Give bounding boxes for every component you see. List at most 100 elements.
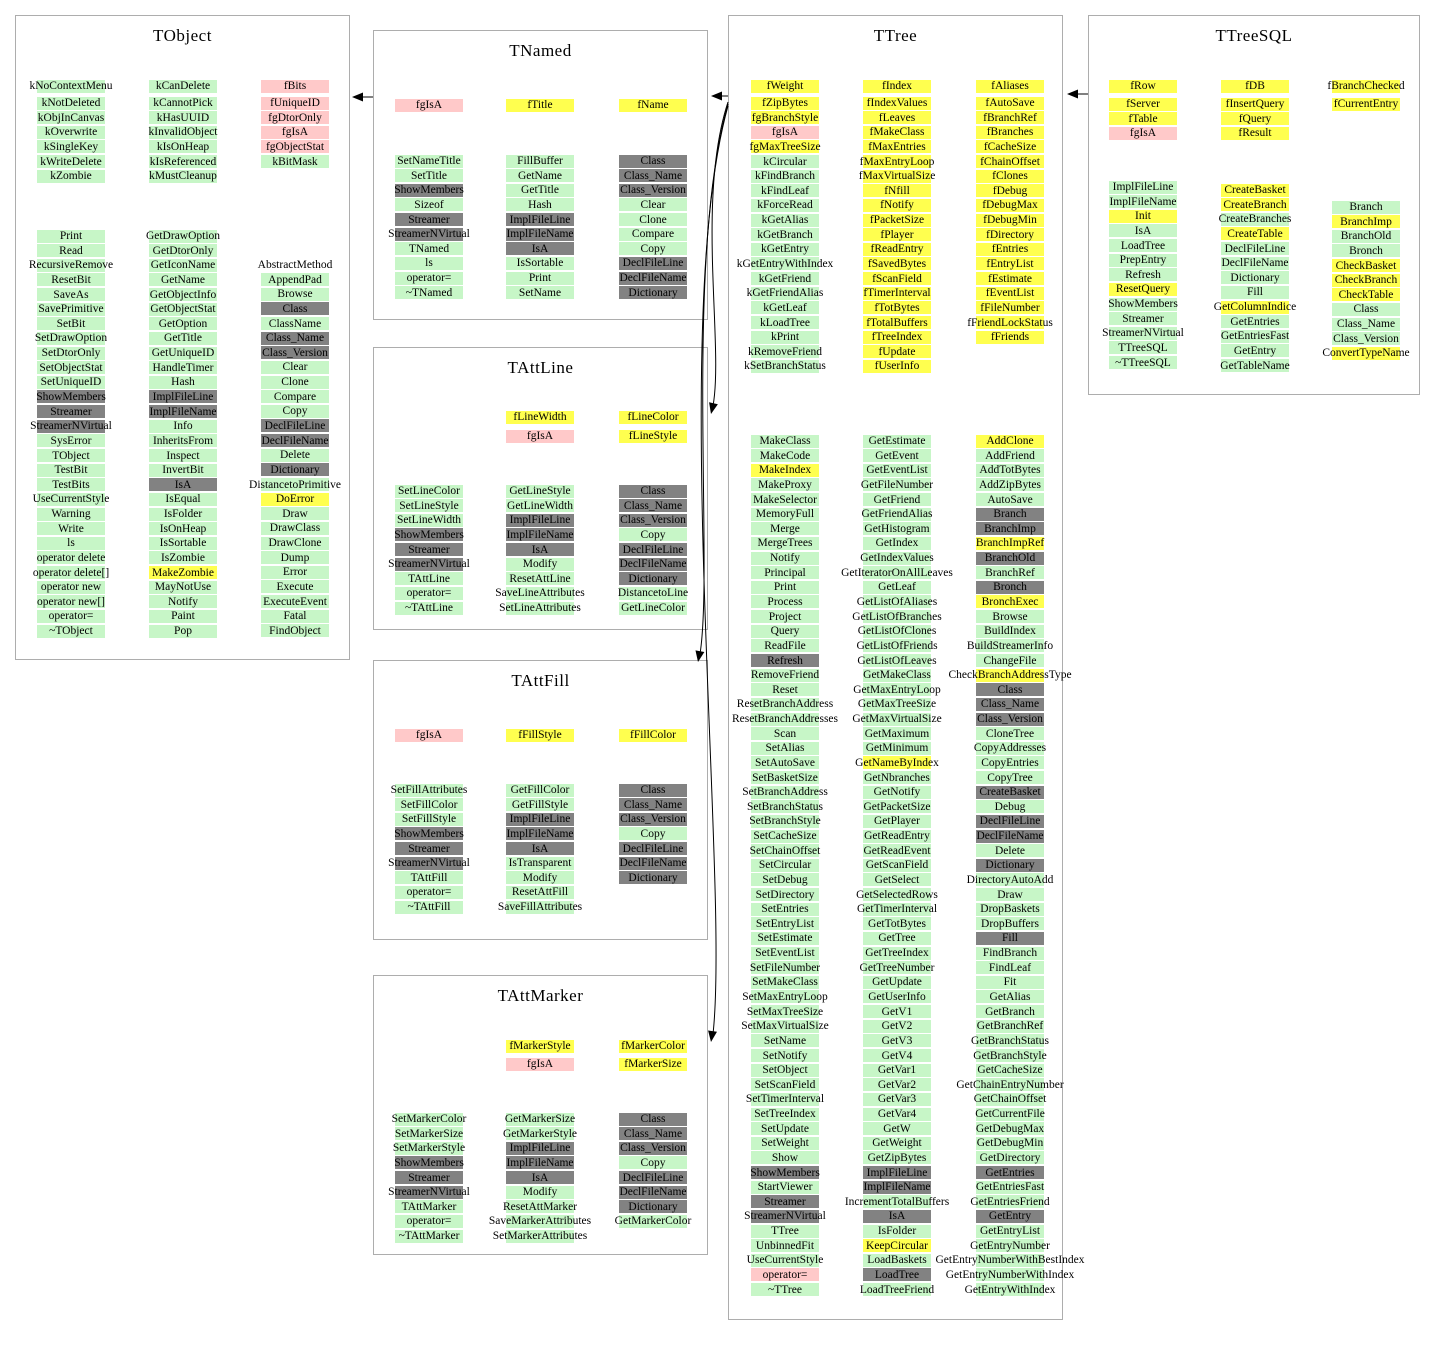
method-item[interactable]: CheckBranch bbox=[1332, 273, 1400, 287]
method-item[interactable]: StreamerNVirtual bbox=[744, 1209, 826, 1223]
member-item[interactable]: kSingleKey bbox=[37, 140, 105, 154]
method-item[interactable]: LoadTreeFriend bbox=[859, 1283, 935, 1296]
member-item[interactable]: fTitle bbox=[506, 98, 574, 112]
method-item[interactable]: operator delete bbox=[36, 551, 106, 565]
method-item[interactable]: MergeTrees bbox=[751, 536, 819, 550]
method-item[interactable]: GetNotify bbox=[863, 785, 931, 799]
member-item[interactable]: fScanField bbox=[863, 272, 931, 286]
method-item[interactable]: operator delete[] bbox=[32, 566, 110, 579]
method-item[interactable]: GetIndexValues bbox=[860, 551, 934, 565]
member-item[interactable]: kGetLeaf bbox=[751, 301, 819, 315]
method-item[interactable]: SetDrawOption bbox=[34, 331, 108, 345]
method-item[interactable]: ImplFileName bbox=[149, 405, 217, 419]
method-item[interactable]: Copy bbox=[619, 1156, 687, 1170]
method-item[interactable]: Notify bbox=[751, 551, 819, 565]
member-item[interactable]: fMaxEntries bbox=[863, 140, 931, 154]
method-item[interactable]: GetTitle bbox=[149, 331, 217, 345]
method-item[interactable]: SetMaxTreeSize bbox=[746, 1005, 824, 1019]
member-item[interactable]: fgIsA bbox=[506, 429, 574, 443]
member-item[interactable]: kIsReferenced bbox=[149, 155, 217, 168]
member-item[interactable]: fDebugMax bbox=[976, 198, 1044, 212]
method-item[interactable]: GetAlias bbox=[976, 990, 1044, 1004]
method-item[interactable]: ResetAttFill bbox=[506, 885, 574, 899]
method-item[interactable]: MakeIndex bbox=[751, 463, 819, 477]
member-item[interactable]: fAutoSave bbox=[976, 96, 1044, 110]
method-item[interactable]: GetIndex bbox=[863, 536, 931, 550]
method-item[interactable]: SetObject bbox=[751, 1063, 819, 1077]
method-item[interactable]: Read bbox=[37, 244, 105, 258]
method-item[interactable]: Refresh bbox=[1109, 268, 1177, 282]
member-item[interactable]: kGetBranch bbox=[751, 228, 819, 242]
method-item[interactable]: Browse bbox=[976, 610, 1044, 624]
method-item[interactable]: GetEntriesFast bbox=[975, 1180, 1045, 1194]
method-item[interactable]: SetFillStyle bbox=[395, 812, 463, 826]
method-item[interactable]: SaveMarkerAttributes bbox=[488, 1214, 592, 1228]
method-item[interactable]: Dictionary bbox=[619, 572, 687, 586]
method-item[interactable]: GetEntryNumber bbox=[970, 1239, 1050, 1253]
method-item[interactable]: SetLineWidth bbox=[395, 513, 463, 527]
method-item[interactable]: GetName bbox=[506, 169, 574, 183]
method-item[interactable]: GetMinimum bbox=[863, 741, 931, 755]
member-item[interactable]: kHasUUID bbox=[149, 111, 217, 125]
method-item[interactable]: SetNotify bbox=[751, 1049, 819, 1062]
method-item[interactable]: ClassName bbox=[261, 317, 329, 330]
method-item[interactable]: SetName bbox=[751, 1034, 819, 1048]
class-title-tattmarker[interactable]: TAttMarker bbox=[497, 986, 584, 1005]
method-item[interactable]: SaveFillAttributes bbox=[497, 900, 583, 914]
method-item[interactable]: Refresh bbox=[751, 654, 819, 667]
member-item[interactable]: fEventList bbox=[976, 286, 1044, 300]
method-item[interactable]: GetV3 bbox=[863, 1034, 931, 1048]
method-item[interactable]: SetEstimate bbox=[751, 931, 819, 945]
member-item[interactable]: fgIsA bbox=[751, 125, 819, 139]
method-item[interactable]: CreateBasket bbox=[1221, 183, 1289, 197]
method-item[interactable]: SetMarkerSize bbox=[394, 1127, 464, 1141]
member-item[interactable]: fSavedBytes bbox=[863, 257, 931, 271]
method-item[interactable]: GetVar3 bbox=[863, 1092, 931, 1106]
method-item[interactable]: Inspect bbox=[149, 449, 217, 462]
method-item[interactable]: AppendPad bbox=[261, 273, 329, 287]
method-item[interactable]: GetV2 bbox=[863, 1019, 931, 1033]
member-item[interactable]: kRemoveFriend bbox=[747, 345, 823, 359]
method-item[interactable]: RecursiveRemove bbox=[28, 258, 114, 272]
method-item[interactable]: Class bbox=[619, 484, 687, 498]
member-item[interactable]: fWeight bbox=[751, 79, 819, 93]
member-item[interactable]: fServer bbox=[1109, 97, 1177, 111]
member-item[interactable]: fName bbox=[619, 98, 687, 112]
member-item[interactable]: fDebug bbox=[976, 184, 1044, 198]
method-item[interactable]: DeclFileLine bbox=[976, 814, 1044, 828]
member-item[interactable]: kPrint bbox=[751, 330, 819, 344]
method-item[interactable]: GetMaximum bbox=[863, 727, 931, 741]
member-item[interactable]: fgIsA bbox=[506, 1057, 574, 1071]
method-item[interactable]: Class_Name bbox=[619, 169, 687, 183]
method-item[interactable]: GetObjectStat bbox=[149, 302, 217, 316]
method-item[interactable]: GetReadEvent bbox=[863, 844, 931, 858]
method-item[interactable]: IsSortable bbox=[506, 256, 574, 270]
method-item[interactable]: DeclFileLine bbox=[261, 419, 329, 433]
method-item[interactable]: GetTitle bbox=[506, 183, 574, 197]
member-item[interactable]: kCannotPick bbox=[149, 96, 217, 110]
method-item[interactable]: ImplFileName bbox=[506, 827, 574, 841]
method-item[interactable]: SetBit bbox=[37, 317, 105, 331]
class-title-ttreesql[interactable]: TTreeSQL bbox=[1215, 26, 1293, 45]
method-item[interactable]: GetEvent bbox=[863, 449, 931, 463]
method-item[interactable]: operator= bbox=[395, 1214, 463, 1228]
method-item[interactable]: DeclFileName bbox=[619, 271, 687, 285]
method-item[interactable]: IsA bbox=[863, 1209, 931, 1223]
method-item[interactable]: Dictionary bbox=[619, 286, 687, 300]
method-item[interactable]: MayNotUse bbox=[149, 580, 217, 594]
method-item[interactable]: ShowMembers bbox=[394, 528, 464, 542]
method-item[interactable]: BranchRef bbox=[976, 566, 1044, 580]
method-item[interactable]: ~TAttLine bbox=[395, 601, 463, 615]
method-item[interactable]: DrawClass bbox=[261, 521, 329, 535]
method-item[interactable]: GetEntriesFriend bbox=[970, 1195, 1050, 1209]
member-item[interactable]: kNotDeleted bbox=[37, 96, 105, 110]
method-item[interactable]: DrawClone bbox=[261, 536, 329, 550]
method-item[interactable]: SetChainOffset bbox=[749, 844, 821, 858]
method-item[interactable]: SetMarkerColor bbox=[391, 1112, 467, 1126]
member-item[interactable]: fTotalBuffers bbox=[863, 316, 931, 329]
method-item[interactable]: Class bbox=[261, 302, 329, 316]
method-item[interactable]: ImplFileName bbox=[1109, 195, 1177, 209]
method-item[interactable]: GetTableName bbox=[1220, 359, 1290, 373]
method-item[interactable]: SetUniqueID bbox=[37, 375, 105, 389]
method-item[interactable]: GetCurrentFile bbox=[975, 1107, 1045, 1121]
